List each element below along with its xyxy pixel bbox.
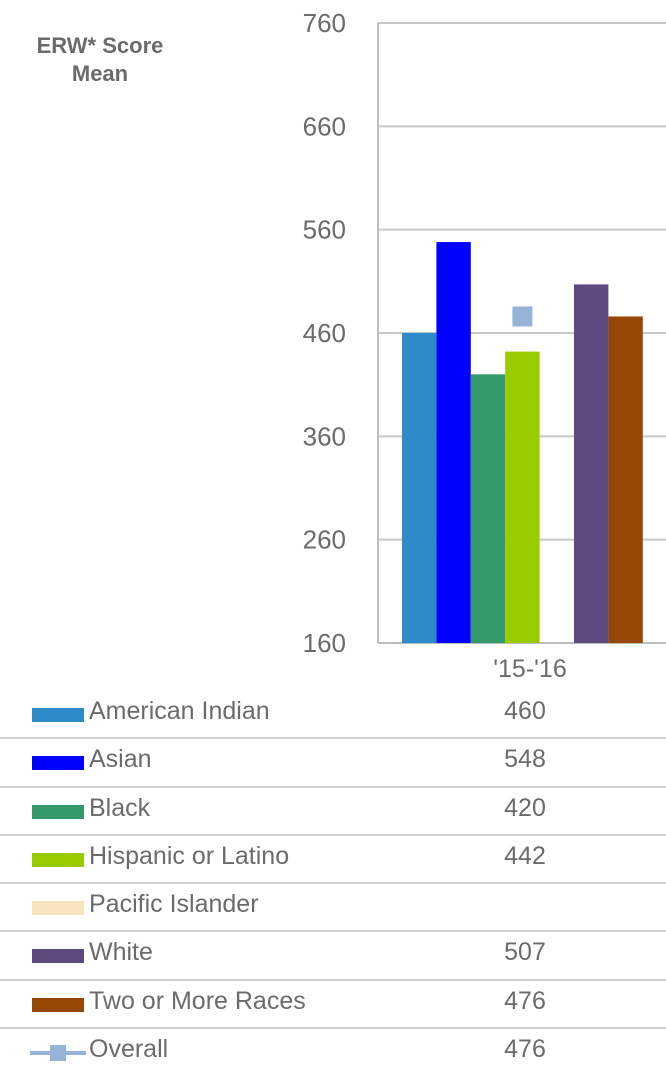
legend-value-black: 420 (504, 793, 546, 822)
bar-white (574, 284, 609, 643)
legend-value-white: 507 (504, 938, 546, 967)
legend-row-black: Black 420 (0, 788, 666, 836)
legend-swatch-hispanic (32, 852, 84, 867)
legend-swatch-white (32, 949, 84, 964)
legend-label-asian: Asian (89, 745, 152, 774)
legend-label-two-or-more: Two or More Races (89, 986, 306, 1015)
legend-row-american-indian: American Indian 460 (0, 691, 666, 740)
legend-row-hispanic: Hispanic or Latino 442 (0, 836, 666, 885)
legend-table: American Indian 460 Asian 548 Black 420 … (0, 691, 666, 1077)
legend-value-overall: 476 (504, 1035, 546, 1064)
legend-row-asian: Asian 548 (0, 739, 666, 788)
bar-two-or-more-races (608, 316, 643, 643)
legend-swatch-asian (32, 756, 84, 771)
legend-label-white: White (89, 938, 153, 967)
legend-row-two-or-more: Two or More Races 476 (0, 981, 666, 1030)
bar-black (470, 374, 506, 643)
legend-label-pacific-islander: Pacific Islander (89, 890, 259, 919)
y-tick-label: 260 (303, 525, 346, 555)
legend-label-american-indian: American Indian (89, 697, 270, 725)
overall-marker (512, 306, 533, 327)
legend-swatch-overall (30, 1045, 86, 1062)
legend-row-pacific-islander: Pacific Islander (0, 884, 666, 933)
y-tick-label: 760 (303, 8, 346, 38)
y-axis-label: ERW* Score Mean (36, 33, 164, 86)
legend-row-white: White 507 (0, 932, 666, 981)
y-tick-label: 660 (303, 111, 346, 141)
legend-label-overall: Overall (89, 1035, 169, 1064)
bar-hispanic-or-latino (505, 351, 540, 643)
y-tick-label: 160 (303, 628, 346, 658)
y-tick-label: 560 (303, 215, 346, 245)
legend-value-american-indian: 460 (504, 697, 546, 725)
legend-value-two-or-more: 476 (504, 986, 546, 1015)
legend-swatch-black (32, 804, 84, 819)
legend-value-hispanic: 442 (504, 841, 546, 870)
legend-row-overall: Overall 476 (0, 1029, 666, 1077)
y-tick-label: 460 (303, 318, 346, 348)
bar-american-indian (402, 333, 437, 643)
legend-value-asian: 548 (504, 745, 546, 774)
legend-label-black: Black (89, 793, 151, 822)
legend-swatch-two-or-more (32, 997, 84, 1012)
legend-label-hispanic: Hispanic or Latino (89, 841, 290, 870)
chart-plot: 760 660 560 460 360 260 160 '15-'16 (303, 8, 666, 683)
bar-asian (436, 242, 471, 644)
y-tick-label: 360 (303, 421, 346, 451)
legend-swatch-american-indian (32, 708, 84, 722)
x-tick-label: '15-'16 (493, 655, 567, 683)
legend-swatch-pacific-islander (32, 901, 84, 916)
